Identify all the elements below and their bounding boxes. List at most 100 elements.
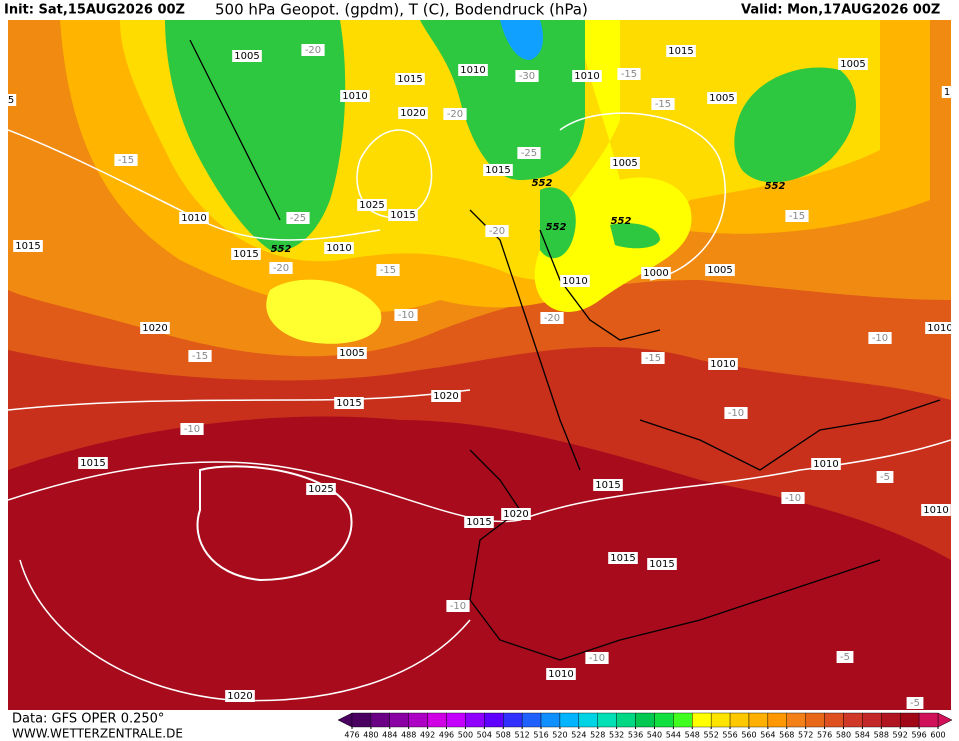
temperature-label: -30 (519, 71, 535, 82)
map-field: 1005 1005 1015 1010 1010 1015 1010 1005 1020 1015… (8, 20, 952, 710)
isobar-label: 1010 (181, 213, 206, 224)
temperature-label-box (188, 350, 212, 362)
isobar-label: 1005 (709, 93, 734, 104)
colorbar-swatch (862, 712, 882, 728)
isobar-labels: 1005 1005 1015 1010 1010 1015 1010 1005 1020 1015… (8, 45, 952, 702)
colorbar-label: 512 (514, 731, 529, 740)
colorbar-swatch (710, 712, 731, 728)
isobar-label-box (501, 508, 531, 520)
isobar-label-box (179, 212, 209, 224)
isobar-label: 1020 (433, 391, 458, 402)
colorbar-swatch (824, 712, 844, 728)
isobar-label: 1010 (927, 323, 952, 334)
colorbar-swatch (446, 712, 466, 728)
isobar-label: 1005 (234, 51, 259, 62)
colorbar-label: 516 (533, 731, 548, 740)
colorbar-swatch (673, 712, 693, 728)
isobar-label-box (593, 479, 623, 491)
temperature-label: -10 (785, 493, 801, 504)
isobar-label: 1005 (840, 59, 865, 70)
isobar-label-box (232, 50, 262, 62)
isobar-label-box (458, 64, 488, 76)
isobar-label-box (546, 668, 576, 680)
isobar-label-box (560, 275, 590, 287)
isobar-label: 1015 (397, 74, 422, 85)
temperature-label-box (394, 309, 418, 321)
isobar-label: 1020 (227, 691, 252, 702)
temperature-label: -15 (655, 99, 671, 110)
colorbar-arrow-high (937, 712, 953, 728)
temperature-label: -10 (450, 601, 466, 612)
colorbar-label: 548 (685, 731, 700, 740)
colorbar-label: 588 (874, 731, 889, 740)
colorbar-label: 600 (930, 731, 945, 740)
isobar-label-box (340, 90, 370, 102)
temperature-label-box (446, 600, 470, 612)
temperature-label: -10 (589, 653, 605, 664)
isobar-label: 1015 (595, 480, 620, 491)
temperature-label-box (515, 70, 539, 82)
colorbar-label: 580 (836, 731, 851, 740)
isobar-label-box (395, 73, 425, 85)
isobar-label: 5 (8, 95, 14, 106)
isobar-label-box (78, 457, 108, 469)
temperature-label-box (301, 44, 325, 56)
map-title: 500 hPa Geopot. (gpdm), T (C), Bodendruc… (215, 1, 588, 19)
isobar-label-box (838, 58, 868, 70)
temperature-label-box (617, 68, 641, 80)
isobar-label: 1015 (80, 458, 105, 469)
geopotential-label: 552 (271, 244, 292, 255)
isobar-label-box (8, 94, 17, 106)
isobar-label: 1010 (548, 669, 573, 680)
temperature-label-box (781, 492, 805, 504)
colorbar-label: 536 (628, 731, 643, 740)
isobar-label: 1025 (359, 200, 384, 211)
temperature-label-box (836, 651, 854, 663)
temperature-label-box (180, 423, 204, 435)
temperature-label-box (876, 471, 894, 483)
colorbar-swatch (427, 712, 447, 728)
colorbar-swatch (899, 712, 920, 728)
temperature-label: -25 (521, 148, 537, 159)
colorbar-swatch (389, 712, 409, 728)
temperature-label-box (906, 697, 924, 709)
colorbar-label: 556 (722, 731, 737, 740)
isobar-label-box (666, 45, 696, 57)
geopotential-labels: 552 552 552 552 552 (271, 178, 786, 255)
isobar-label-box (231, 248, 261, 260)
temperature-label-box (114, 154, 138, 166)
isobar-label-box (708, 358, 738, 370)
temperature-label: -15 (789, 211, 805, 222)
temperature-label-box (286, 212, 310, 224)
temperature-label-box (443, 108, 467, 120)
colorbar-swatch (597, 712, 617, 728)
temperature-label: -20 (489, 226, 505, 237)
isobar-label: 1015 (485, 165, 510, 176)
colorbar: 476 480 484 488 492 496 500 504 508 512 516 520 524 5… (337, 712, 953, 740)
geopotential-label: 552 (611, 216, 632, 227)
isobar-label-box (610, 157, 640, 169)
colorbar-label: 480 (363, 731, 378, 740)
temperature-label-box (540, 312, 564, 324)
temperature-label: -15 (621, 69, 637, 80)
colorbar-label: 492 (420, 731, 435, 740)
colorbar-label: 500 (458, 731, 473, 740)
colorbar-swatch (918, 712, 939, 728)
isobar-label: 1010 (342, 91, 367, 102)
isobar-label-box (647, 558, 677, 570)
colorbar-arrow-low (337, 712, 353, 728)
isobar-label: 1020 (503, 509, 528, 520)
isobar-label-box (324, 242, 354, 254)
isobar-label-box (306, 483, 336, 495)
isobar-label-box (941, 86, 951, 98)
isobar-label-box (140, 322, 170, 334)
temperature-label-box (517, 147, 541, 159)
isobar-label-box (707, 92, 737, 104)
temperature-label: -15 (118, 155, 134, 166)
temperature-label: -20 (447, 109, 463, 120)
colorbar-label: 596 (911, 731, 926, 740)
colorbar-label: 504 (477, 731, 492, 740)
colorbar-swatch (370, 712, 391, 728)
colorbar-label: 544 (666, 731, 681, 740)
